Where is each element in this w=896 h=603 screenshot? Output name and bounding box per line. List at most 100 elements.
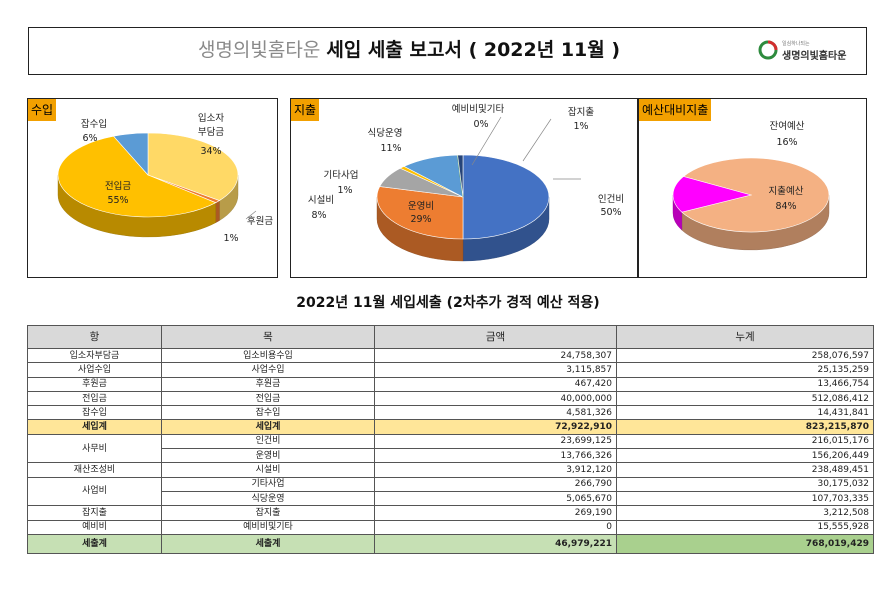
cell-amount: 72,922,910 [374, 419, 617, 435]
cell-mok: 인건비 [161, 433, 375, 450]
slice-label: 전입금 [105, 180, 131, 192]
cell-cum: 238,489,451 [616, 462, 874, 478]
cell-hang: 세입계 [27, 419, 162, 435]
slice-label: 지출예산 [769, 186, 804, 197]
report-title-box: 생명의빛홈타운 세입 세출 보고서 ( 2022년 11월 ) 일심하나되는 생… [28, 27, 867, 75]
budget-pie-chart: 지출예산 84% 잔여예산 16% [672, 120, 830, 251]
slice-label: 시설비 [308, 195, 334, 206]
slice-percent: 1% [337, 185, 352, 196]
table-row: 잡수입 잡수입 4,581,326 14,431,841 [27, 405, 874, 421]
cell-hang: 전입금 [27, 390, 162, 407]
cell-cum: 14,431,841 [616, 405, 874, 421]
table-row: 사업비 기타사업 266,790 30,175,032 [27, 476, 874, 507]
cell-amount: 46,979,221 [374, 533, 617, 554]
slice-percent: 34% [200, 146, 221, 157]
cell-amount: 467,420 [374, 376, 617, 392]
cell-mok: 잡지출 [161, 505, 375, 521]
cell-mok: 세출계 [161, 533, 375, 554]
chart-panel-budget: 지출예산 84% 잔여예산 16% 예산대비지출 [638, 98, 867, 278]
slice-label: 인건비 [598, 194, 624, 205]
cell-cum: 30,175,032 [616, 476, 874, 492]
pie-slice [57, 135, 217, 218]
cell-cum: 768,019,429 [616, 533, 874, 554]
cell-hang: 사업수입 [27, 362, 162, 378]
cell-hang: 잡지출 [27, 505, 162, 521]
slice-percent: 84% [775, 201, 796, 212]
cell-mok: 시설비 [161, 462, 375, 478]
cell-amount: 4,581,326 [374, 405, 617, 421]
title-main: 세입 세출 보고서 ( 2022년 11월 ) [326, 39, 621, 61]
cell-mok: 식당운영 [161, 490, 375, 507]
cell-amount: 0 [374, 519, 617, 535]
table-header-row: 항 목 금액 누계 [27, 325, 874, 349]
expense-total-row: 세출계 세출계 46,979,221 768,019,429 [27, 533, 874, 554]
cell-hang: 입소자부담금 [27, 347, 162, 364]
logo-small-text: 일심하나되는 [782, 41, 810, 47]
slice-percent: 55% [107, 195, 128, 206]
slice-label: 잡지출 [568, 106, 594, 118]
cell-mok: 세입계 [161, 419, 375, 435]
cell-amount: 5,065,670 [374, 490, 617, 507]
pie-slice [376, 186, 464, 240]
panel-tag-income: 수입 [28, 99, 57, 121]
cell-cum: 512,086,412 [616, 390, 874, 407]
cell-mok: 운영비 [161, 448, 375, 464]
cell-cum: 3,212,508 [616, 505, 874, 521]
cell-cum: 156,206,449 [616, 448, 874, 464]
cell-hang: 후원금 [27, 376, 162, 392]
pie-slice [457, 154, 464, 198]
slice-label: 부담금 [198, 126, 224, 138]
header-hang: 항 [27, 325, 162, 349]
pie-slice [681, 157, 830, 233]
slice-percent: 11% [380, 143, 401, 154]
cell-amount: 3,912,120 [374, 462, 617, 478]
cell-cum: 216,015,176 [616, 433, 874, 450]
cell-mok: 입소비용수입 [161, 347, 375, 364]
slice-percent: 16% [776, 137, 797, 148]
cell-hang: 세출계 [27, 533, 162, 554]
table-row: 사업수입 사업수입 3,115,857 25,135,259 [27, 362, 874, 378]
table-row: 예비비 예비비및기타 0 15,555,928 [27, 519, 874, 535]
table-row: 입소자부담금 입소비용수입 24,758,307 258,076,597 [27, 347, 874, 364]
slice-label: 잔여예산 [770, 120, 805, 132]
slice-label: 식당운영 [368, 128, 403, 139]
title-org: 생명의빛홈타운 [197, 39, 321, 61]
slice-label: 후원금 [247, 216, 273, 227]
table-row: 후원금 후원금 467,420 13,466,754 [27, 376, 874, 392]
income-pie-chart: 입소자부담금 34% 후원금 1% 전입금 55% 잡수입 6% [57, 112, 273, 244]
slice-percent: 6% [82, 133, 97, 144]
slice-label: 운영비 [408, 201, 434, 212]
slice-percent: 50% [600, 207, 621, 218]
leader-line [471, 116, 502, 166]
chart-panel-expense: 인건비 50% 운영비 29% 시설비 8% 기타사업 1% 식당운영 11% 예비비및기타 0% 잡지… [290, 98, 638, 278]
slice-label: 잡수입 [81, 118, 107, 130]
slice-percent: 29% [410, 214, 431, 225]
slice-label: 입소자 [198, 112, 224, 124]
cell-cum: 823,215,870 [616, 419, 874, 435]
chart-panel-income: 입소자 부담금 34% 후원금 1% 전입금 55% 잡수입 6% 수입 [27, 98, 278, 278]
cell-amount: 269,190 [374, 505, 617, 521]
leader-line [522, 118, 552, 162]
table-subtitle: 2022년 11월 세입세출 (2차추가 경적 예산 적용) [296, 295, 600, 311]
header-mok: 목 [161, 325, 375, 349]
cell-mok: 사업수입 [161, 362, 375, 378]
cell-amount: 24,758,307 [374, 347, 617, 364]
cell-cum: 258,076,597 [616, 347, 874, 364]
cell-amount: 3,115,857 [374, 362, 617, 378]
cell-amount: 23,699,125 [374, 433, 617, 450]
cell-cum: 13,466,754 [616, 376, 874, 392]
cell-amount: 40,000,000 [374, 390, 617, 407]
panel-tag-expense: 지출 [291, 99, 320, 121]
table-row: 잡지출 잡지출 269,190 3,212,508 [27, 505, 874, 521]
cell-mok: 기타사업 [161, 476, 375, 492]
income-expense-table: 항 목 금액 누계 입소자부담금 입소비용수입 24,758,307 258,0… [27, 325, 874, 554]
slice-label: 예비비및기타 [452, 103, 505, 115]
cell-hang: 잡수입 [27, 405, 162, 421]
pie-slice [672, 176, 753, 213]
header-amount: 금액 [374, 325, 617, 349]
panel-tag-budget: 예산대비지출 [639, 99, 712, 121]
cell-hang: 재산조성비 [27, 462, 162, 478]
slice-percent: 0% [473, 119, 488, 130]
cell-mok: 잡수입 [161, 405, 375, 421]
header-cum: 누계 [616, 325, 874, 349]
